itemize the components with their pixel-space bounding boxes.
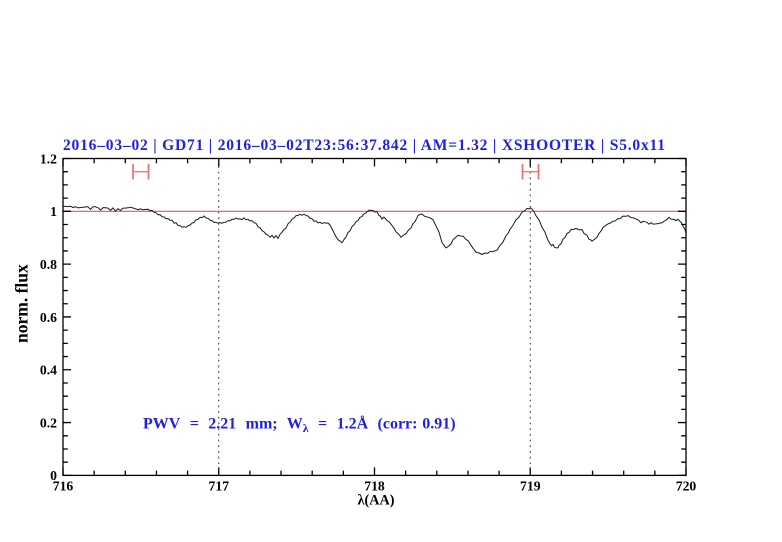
svg-text:719: 719 xyxy=(520,479,541,494)
svg-text:718: 718 xyxy=(364,479,385,494)
svg-text:λ(AA): λ(AA) xyxy=(358,493,395,509)
svg-text:1.2: 1.2 xyxy=(40,152,57,167)
svg-text:0.4: 0.4 xyxy=(40,363,57,378)
svg-text:0.2: 0.2 xyxy=(40,415,57,430)
svg-text:716: 716 xyxy=(53,479,74,494)
svg-text:norm. flux: norm. flux xyxy=(12,264,32,343)
svg-text:2016–03–02 | GD71 | 2016–03–02: 2016–03–02 | GD71 | 2016–03–02T23:56:37.… xyxy=(63,137,665,154)
svg-text:1: 1 xyxy=(50,204,57,219)
svg-text:0.6: 0.6 xyxy=(40,310,57,325)
svg-text:717: 717 xyxy=(209,479,230,494)
svg-text:0: 0 xyxy=(50,468,57,483)
svg-text:720: 720 xyxy=(676,479,697,494)
svg-text:PWV = 2.21 mm; Wλ = 1.2Å: PWV = 2.21 mm; Wλ = 1.2Å (corr: 0.91) xyxy=(143,415,456,436)
svg-text:0.8: 0.8 xyxy=(40,257,57,272)
